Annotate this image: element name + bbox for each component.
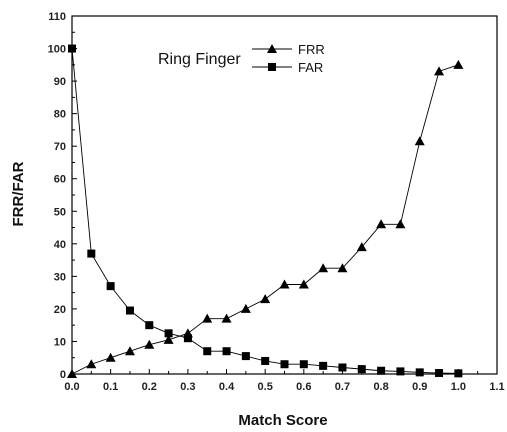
far-point	[415, 368, 424, 377]
far-point	[280, 360, 289, 369]
far-point	[435, 369, 444, 378]
far-point	[357, 365, 366, 374]
frr-point	[144, 339, 155, 349]
y-axis-title: FRR/FAR	[10, 161, 27, 226]
plot-frame	[71, 15, 498, 375]
far-line	[71, 48, 459, 374]
frr-point	[240, 303, 251, 313]
frr-point	[163, 334, 174, 344]
far-point	[299, 360, 308, 369]
legend-label-frr: FRR	[298, 42, 325, 57]
far-point	[203, 347, 212, 356]
far-point	[106, 282, 115, 291]
series-frr	[67, 59, 464, 378]
frr-point	[434, 66, 445, 76]
frr-point	[105, 352, 116, 362]
frr-point	[124, 346, 135, 356]
x-tick-label: 0.4	[219, 381, 235, 393]
x-tick-label: 0.9	[412, 381, 427, 393]
y-tick-label: 10	[54, 336, 66, 348]
y-tick-label: 30	[54, 271, 66, 283]
far-point	[338, 363, 347, 372]
frr-point	[414, 136, 425, 146]
y-tick-label: 40	[54, 239, 66, 251]
y-tick-label: 100	[48, 44, 66, 56]
x-tick-label: 0.7	[335, 381, 350, 393]
far-point	[125, 306, 134, 315]
far-point	[454, 369, 463, 378]
frr-point	[298, 279, 309, 289]
x-tick-label: 0.1	[103, 381, 118, 393]
far-point	[87, 249, 96, 258]
chart-series	[67, 44, 464, 378]
far-point	[145, 321, 154, 330]
x-tick-label: 1.0	[451, 381, 466, 393]
chart-axes	[71, 15, 498, 375]
x-tick-label: 0.8	[373, 381, 388, 393]
y-tick-label: 0	[60, 369, 66, 381]
x-axis-title: Match Score	[238, 412, 327, 429]
x-tick-label: 0.5	[258, 381, 273, 393]
legend-label-far: FAR	[298, 60, 323, 75]
far-point	[261, 356, 270, 365]
x-tick-label: 0.0	[64, 381, 79, 393]
y-tick-label: 20	[54, 304, 66, 316]
frr-point	[260, 294, 271, 304]
y-tick-label: 80	[54, 109, 66, 121]
frr-point	[221, 313, 232, 323]
frr-point	[395, 219, 406, 229]
far-point	[377, 366, 386, 375]
frr-point	[376, 219, 387, 229]
y-tick-label: 110	[48, 11, 66, 23]
x-tick-label: 1.1	[489, 381, 504, 393]
far-point	[183, 334, 192, 343]
y-tick-label: 90	[54, 76, 66, 88]
frr-point	[202, 313, 213, 323]
y-tick-label: 70	[54, 141, 66, 153]
far-point	[319, 361, 328, 370]
far-point	[222, 347, 231, 356]
far-point	[241, 352, 250, 361]
y-tick-label: 60	[54, 174, 66, 186]
legend-marker-frr	[267, 44, 277, 53]
legend-marker-far	[268, 63, 276, 71]
far-point	[396, 367, 405, 376]
frr-point	[318, 263, 329, 273]
chart-ticks: 0.0 0.1 0.2 0.3 0.4 0.5 0.6 0.7 0.8 0.9 1.0 1.1 0 10 2…	[48, 11, 505, 393]
series-far	[68, 44, 463, 378]
frr-point	[67, 369, 77, 378]
far-point	[68, 44, 76, 53]
frr-point	[86, 359, 97, 369]
frr-point	[279, 279, 290, 289]
x-tick-label: 0.2	[142, 381, 157, 393]
frr-point	[356, 242, 367, 252]
x-tick-label: 0.3	[180, 381, 195, 393]
chart-title: Ring Finger	[158, 51, 241, 68]
x-tick-label: 0.6	[296, 381, 311, 393]
chart-legend: Ring Finger FRR FAR	[158, 42, 325, 75]
frr-point	[453, 59, 464, 69]
far-point	[164, 329, 173, 338]
y-tick-label: 50	[54, 206, 66, 218]
frr-point	[337, 263, 348, 273]
